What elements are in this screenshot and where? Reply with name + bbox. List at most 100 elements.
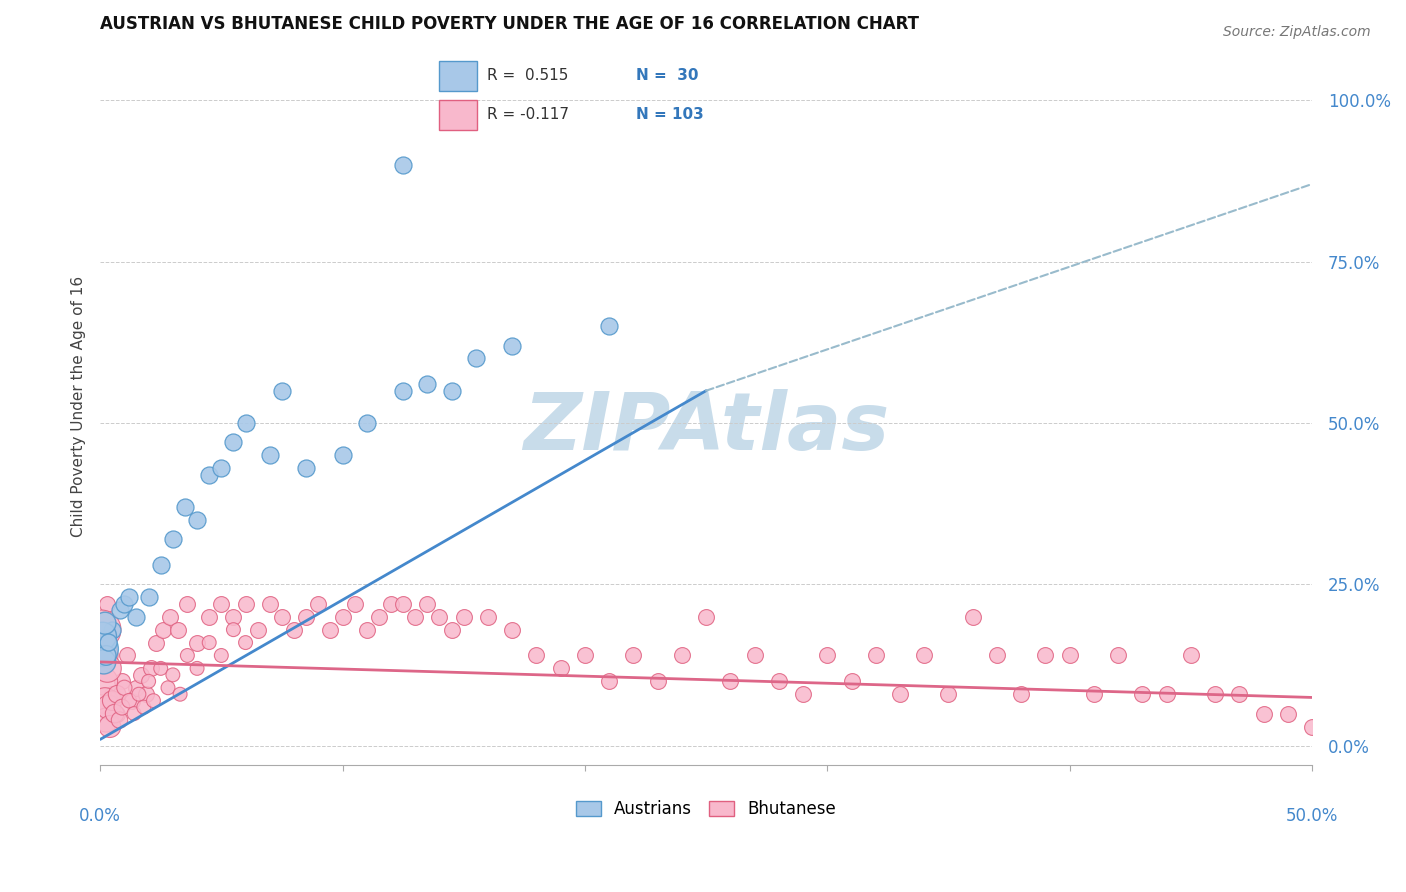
Point: [128, 687, 150, 701]
Point: [138, 591, 160, 605]
Point: [319, 623, 342, 637]
Point: [174, 500, 197, 514]
Point: [149, 558, 172, 572]
Point: [1130, 687, 1153, 701]
Point: [186, 513, 208, 527]
Point: [295, 461, 318, 475]
Point: [198, 609, 221, 624]
Point: [1107, 648, 1129, 663]
Legend: Austrians, Bhutanese: Austrians, Bhutanese: [569, 794, 842, 825]
Point: [131, 668, 153, 682]
Point: [186, 635, 208, 649]
Point: [501, 338, 523, 352]
Point: [209, 461, 232, 475]
Point: [343, 597, 366, 611]
Point: [464, 351, 486, 366]
Point: [621, 648, 644, 663]
Point: [429, 609, 451, 624]
Point: [96, 635, 118, 649]
Point: [105, 706, 128, 721]
Point: [392, 597, 415, 611]
Point: [259, 597, 281, 611]
Point: [598, 319, 620, 334]
Point: [1227, 687, 1250, 701]
Point: [380, 597, 402, 611]
Point: [101, 694, 124, 708]
Point: [392, 158, 415, 172]
Text: N = 103: N = 103: [636, 107, 703, 122]
Point: [93, 674, 115, 689]
Point: [222, 609, 245, 624]
Point: [526, 648, 548, 663]
Point: [118, 591, 141, 605]
Point: [295, 609, 318, 624]
Point: [97, 635, 120, 649]
Point: [865, 648, 887, 663]
Point: [332, 448, 354, 462]
Point: [1277, 706, 1299, 721]
Point: [356, 623, 378, 637]
Point: [122, 706, 145, 721]
Text: 50.0%: 50.0%: [1286, 807, 1339, 825]
Point: [145, 635, 167, 649]
Point: [108, 713, 131, 727]
Point: [108, 603, 131, 617]
Point: [271, 609, 294, 624]
Point: [135, 687, 157, 701]
Text: Source: ZipAtlas.com: Source: ZipAtlas.com: [1223, 25, 1371, 39]
Point: [1180, 648, 1202, 663]
Point: [235, 597, 257, 611]
Point: [94, 616, 117, 631]
Point: [94, 694, 117, 708]
Text: N =  30: N = 30: [636, 68, 697, 83]
Point: [209, 648, 232, 663]
Point: [98, 719, 121, 733]
Point: [416, 377, 439, 392]
Point: [121, 694, 143, 708]
Point: [139, 661, 162, 675]
Point: [112, 681, 135, 695]
Point: [744, 648, 766, 663]
Point: [356, 416, 378, 430]
Bar: [439, 62, 477, 91]
Point: [986, 648, 1008, 663]
Point: [91, 629, 114, 643]
Point: [90, 623, 112, 637]
Point: [768, 674, 790, 689]
Text: AUSTRIAN VS BHUTANESE CHILD POVERTY UNDER THE AGE OF 16 CORRELATION CHART: AUSTRIAN VS BHUTANESE CHILD POVERTY UNDE…: [100, 15, 920, 33]
Point: [647, 674, 669, 689]
Point: [138, 674, 160, 689]
Point: [598, 674, 620, 689]
Point: [307, 597, 329, 611]
Point: [671, 648, 693, 663]
Point: [186, 661, 208, 675]
Point: [453, 609, 475, 624]
Point: [962, 609, 984, 624]
Point: [162, 668, 184, 682]
Point: [1156, 687, 1178, 701]
Point: [96, 713, 118, 727]
Point: [271, 384, 294, 398]
Point: [574, 648, 596, 663]
Point: [152, 623, 174, 637]
Point: [159, 609, 181, 624]
Point: [815, 648, 838, 663]
Point: [132, 700, 155, 714]
Point: [1301, 719, 1323, 733]
Point: [156, 681, 179, 695]
Point: [149, 661, 172, 675]
Point: [105, 687, 128, 701]
Point: [246, 623, 269, 637]
Point: [938, 687, 960, 701]
Text: R = -0.117: R = -0.117: [488, 107, 569, 122]
Point: [1253, 706, 1275, 721]
Point: [367, 609, 389, 624]
Point: [90, 642, 112, 657]
Point: [115, 648, 138, 663]
Text: R =  0.515: R = 0.515: [488, 68, 569, 83]
Point: [1010, 687, 1032, 701]
Point: [235, 416, 257, 430]
Point: [142, 694, 165, 708]
Point: [101, 687, 124, 701]
Point: [477, 609, 499, 624]
